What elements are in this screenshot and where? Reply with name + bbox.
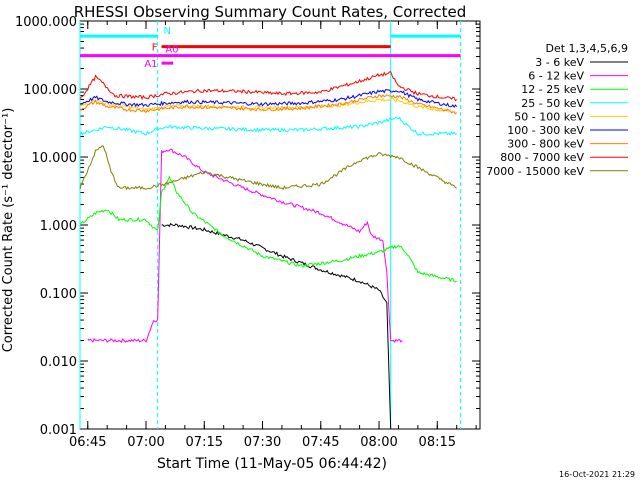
- y-tick-label: 100.000: [23, 83, 77, 98]
- y-tick-label: 1000.000: [15, 15, 77, 30]
- legend-label: 50 - 100 keV: [514, 110, 584, 123]
- plot-frame: [79, 20, 481, 430]
- chart-title: RHESSI Observing Summary Count Rates, Co…: [74, 3, 467, 21]
- y-tick-label: 0.001: [40, 423, 77, 438]
- x-tick-label: 07:15: [186, 435, 223, 450]
- y-tick-label: 0.100: [40, 287, 77, 302]
- flag-label-n: N: [164, 26, 171, 37]
- x-tick-label: 08:00: [360, 435, 397, 450]
- timestamp: 16-Oct-2021 21:29: [559, 470, 635, 479]
- x-axis-label: Start Time (11-May-05 06:44:42): [157, 456, 387, 472]
- x-tick-label: 07:30: [244, 435, 281, 450]
- plot-layer: 0.001 0.010 0.100 1.000 10.000 100.000 1000.00…: [15, 15, 481, 450]
- legend-label: 100 - 300 keV: [507, 124, 584, 137]
- legend-label: 12 - 25 keV: [521, 83, 584, 96]
- y-tick-label: 1.000: [40, 219, 77, 234]
- x-tick-label: 06:45: [69, 435, 106, 450]
- flag-label-f: F: [152, 43, 158, 54]
- legend-label: 300 - 800 keV: [507, 138, 584, 151]
- series-line-4: [79, 97, 458, 115]
- legend-label: 25 - 50 keV: [521, 97, 584, 110]
- series-line-7: [79, 71, 458, 102]
- x-tick-label: 08:15: [419, 435, 456, 450]
- y-axis-label: Corrected Count Rate (s⁻¹ detector⁻¹): [1, 108, 16, 353]
- legend-label: 7000 - 15000 keV: [486, 165, 584, 178]
- y-tick-label: 0.010: [40, 355, 77, 370]
- legend-label: 3 - 6 keV: [535, 56, 584, 69]
- series-line-3: [79, 116, 457, 137]
- legend-label: 6 - 12 keV: [528, 70, 584, 83]
- series-line-8: [79, 145, 457, 191]
- legend-header: Det 1,3,4,5,6,9: [545, 42, 628, 55]
- series-line-5: [79, 89, 458, 109]
- x-tick-label: 07:45: [302, 435, 339, 450]
- series-line-6: [79, 93, 458, 115]
- series-line-0: [161, 222, 392, 430]
- flag-label-a1: A1: [144, 59, 157, 70]
- series-line-2: [79, 175, 458, 283]
- flag-label-a0: A0: [165, 45, 178, 56]
- x-tick-label: 07:00: [127, 435, 164, 450]
- legend-label: 800 - 7000 keV: [500, 151, 584, 164]
- series-line-1: [87, 148, 403, 344]
- y-tick-label: 10.000: [32, 151, 78, 166]
